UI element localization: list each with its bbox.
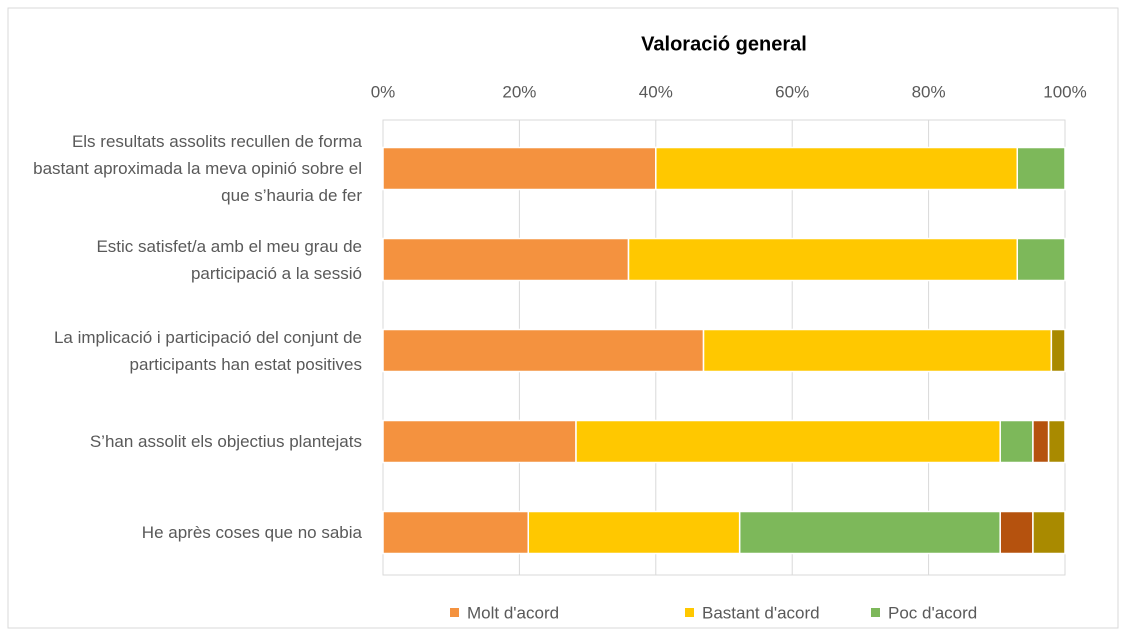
legend-swatch xyxy=(450,608,459,617)
legend-label: Molt d'acord xyxy=(467,603,559,622)
x-tick-label: 20% xyxy=(502,82,536,101)
bar-segment xyxy=(627,237,1019,282)
legend-swatch xyxy=(871,608,880,617)
bar-segment xyxy=(382,146,657,191)
bar-segment xyxy=(382,510,530,555)
x-tick-label: 100% xyxy=(1043,82,1086,101)
x-tick-label: 60% xyxy=(775,82,809,101)
bar-segment xyxy=(382,328,705,373)
bar-segment xyxy=(1050,328,1066,373)
bar-segment xyxy=(575,419,1001,464)
bar-segment xyxy=(999,419,1034,464)
bar-segment xyxy=(1047,419,1066,464)
y-tick-label: S’han assolit els objectius plantejats xyxy=(89,432,362,451)
legend-swatch xyxy=(685,608,694,617)
y-tick-label: He après coses que no sabia xyxy=(141,523,362,542)
bar-segment xyxy=(1016,237,1066,282)
bar-segment xyxy=(655,146,1019,191)
chart-title: Valoració general xyxy=(641,33,807,55)
y-tick-label: La implicació i participació del conjunt… xyxy=(53,327,362,374)
bar-segment xyxy=(702,328,1053,373)
bar-segment xyxy=(1032,510,1066,555)
y-tick-label: Els resultats assolits recullen de forma… xyxy=(33,132,362,205)
bar-segment xyxy=(527,510,741,555)
bar-segment xyxy=(1032,419,1050,464)
chart-border xyxy=(7,7,1119,629)
bar-segment xyxy=(382,419,577,464)
legend-label: Poc d'acord xyxy=(888,603,977,622)
x-tick-label: 40% xyxy=(639,82,673,101)
bar-segment xyxy=(382,237,630,282)
y-tick-label: Estic satisfet/a amb el meu grau de part… xyxy=(96,236,362,283)
x-tick-label: 80% xyxy=(912,82,946,101)
legend-label: Bastant d'acord xyxy=(702,603,820,622)
x-tick-label: 0% xyxy=(371,82,396,101)
bar-segment xyxy=(999,510,1034,555)
bar-segment xyxy=(1016,146,1066,191)
bar-segment xyxy=(738,510,1001,555)
